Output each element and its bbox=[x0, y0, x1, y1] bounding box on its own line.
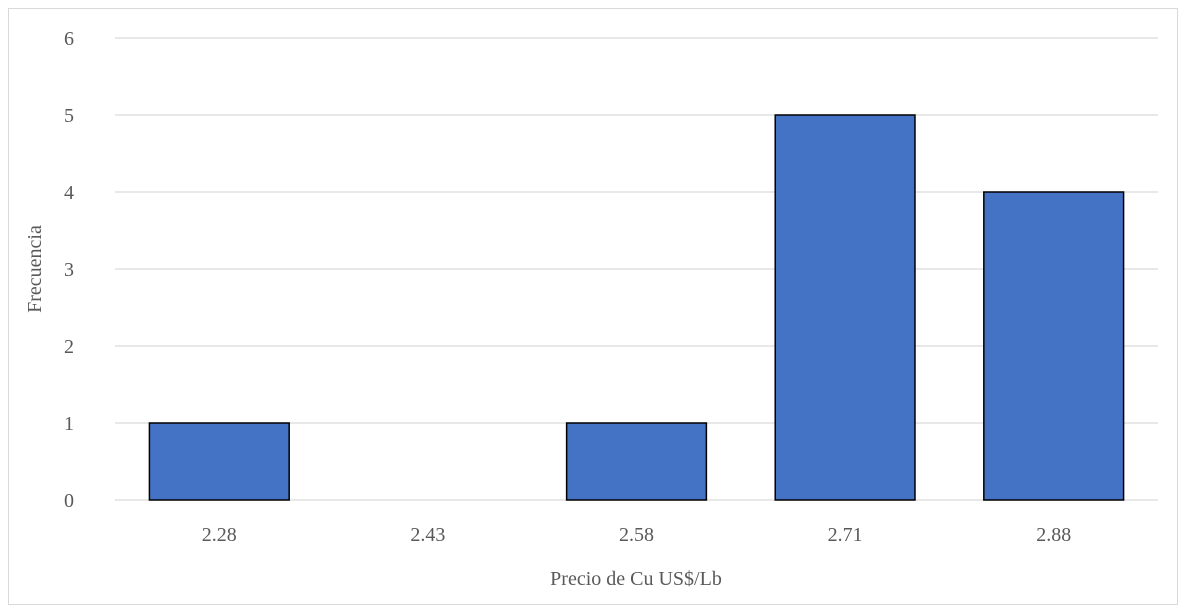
y-tick-label: 0 bbox=[64, 490, 74, 512]
bar-2.28 bbox=[148, 422, 290, 501]
x-tick-label: 2.71 bbox=[828, 524, 863, 546]
y-tick-label: 5 bbox=[64, 105, 74, 127]
chart-frame bbox=[8, 8, 1178, 605]
x-tick-label: 2.58 bbox=[619, 524, 654, 546]
y-tick-labels: 0 1 2 3 4 5 6 bbox=[64, 28, 74, 512]
y-tick-label: 6 bbox=[64, 28, 74, 50]
bars bbox=[148, 114, 1125, 501]
x-tick-label: 2.43 bbox=[410, 524, 445, 546]
bar-2.88 bbox=[983, 191, 1125, 501]
x-tick-labels: 2.28 2.43 2.58 2.71 2.88 bbox=[202, 524, 1071, 546]
x-tick-label: 2.88 bbox=[1036, 524, 1071, 546]
y-tick-label: 2 bbox=[64, 336, 74, 358]
y-tick-label: 1 bbox=[64, 413, 74, 435]
y-tick-label: 3 bbox=[64, 259, 74, 281]
y-tick-label: 4 bbox=[64, 182, 74, 204]
y-axis-title: Frecuencia bbox=[24, 225, 46, 313]
bar-2.71 bbox=[774, 114, 916, 501]
bar-2.58 bbox=[565, 422, 708, 501]
x-tick-label: 2.28 bbox=[202, 524, 237, 546]
x-axis-title: Precio de Cu US$/Lb bbox=[550, 568, 722, 590]
